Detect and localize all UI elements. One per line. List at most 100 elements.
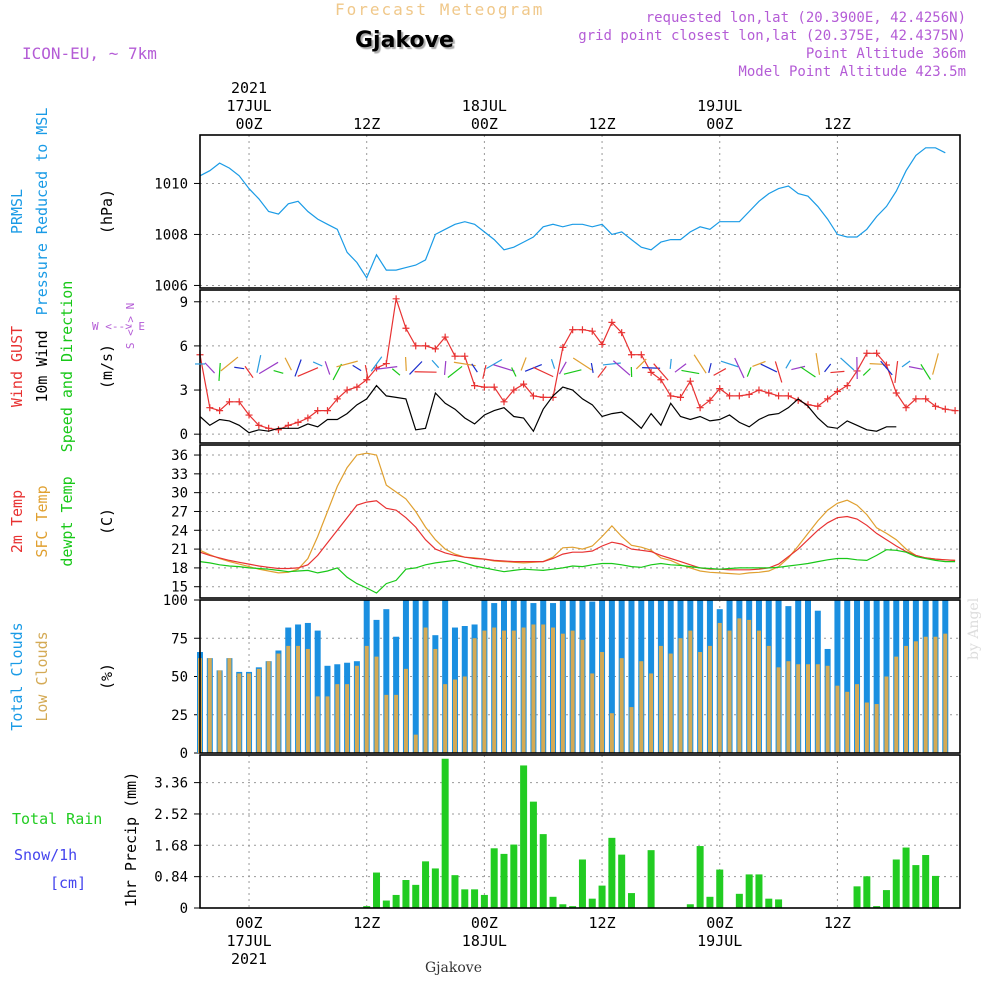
low-clouds-bar [482,630,487,753]
wind-arrow [244,365,254,379]
low-clouds-bar [354,665,359,753]
low-clouds-bar [766,645,771,753]
gust-marker [284,421,292,429]
bottom-time-label: 12Z [824,914,851,932]
precip-bar [686,904,694,908]
low-clouds-bar [403,668,408,753]
bottom-time-label: 00Z [235,914,262,932]
precip-bar [902,847,910,908]
top-time-label: 12Z [353,115,380,133]
wind-arrow [336,360,358,368]
wind-arrow [258,361,279,375]
precip-bar [647,850,655,908]
wind-arrow [746,367,752,377]
precip-bar [461,889,469,908]
wind-arrow [550,359,556,369]
model-label: ICON-EU, ~ 7km [22,44,157,63]
wind-arrow [511,367,517,377]
low-clouds-bar [600,652,605,753]
wind-arrow [669,358,672,370]
wind-arrow [294,359,302,377]
model-point-altitude: Model Point Altitude 423.5m [738,64,966,80]
low-clouds-bar [619,658,624,753]
axis-label-0: Wind GUST [8,326,26,407]
precipitation-panel [194,754,961,909]
clouds-panel [194,599,961,754]
top-time-label: 18JUL [462,97,507,115]
gust-marker [716,385,724,393]
wind-arrow [760,363,778,373]
gust-marker [569,326,577,334]
precip-bar [549,896,557,908]
bottom-time-label: 2021 [231,950,267,968]
precip-bar [480,894,488,908]
location-name: Gjakove [355,28,454,53]
wind-arrow [590,362,594,373]
y-tick-label: 33 [171,467,188,483]
wind-arrow [256,355,262,373]
gust-marker [441,333,449,341]
precip-bar [490,848,498,908]
low-clouds-bar [649,673,654,753]
gust-marker [520,380,528,388]
wind-arrow [409,361,423,375]
wind-arrow [533,366,554,378]
gust-marker [677,393,685,401]
footer-location: Gjakove [425,960,482,976]
gust-marker [304,414,312,422]
y-tick-label: 1.68 [154,838,188,854]
top-time-label: 12Z [824,115,851,133]
gust-marker [274,426,282,434]
gust-marker [686,377,694,385]
low-clouds-bar [904,645,909,753]
low-clouds-bar [286,645,291,753]
precip-bar [765,898,773,908]
top-time-label: 19JUL [697,97,742,115]
wind-arrow [713,368,727,376]
precip-bar [735,893,743,908]
total-clouds-bar [844,600,851,753]
low-clouds-bar [207,658,212,753]
low-clouds-bar [825,665,830,753]
low-clouds-bar [394,694,399,753]
precip-bar [618,854,626,908]
wind-arrow [653,363,669,381]
wind-arrow [273,370,284,374]
gust-marker [294,418,302,426]
gust-marker [627,351,635,359]
y-tick-label: 0.84 [154,870,188,886]
low-clouds-bar [433,648,438,753]
gust-marker [451,352,459,360]
wind-arrow [375,366,398,370]
gust-marker [618,329,626,337]
gust-marker [578,326,586,334]
axis-label-2: (hPa) [98,189,116,234]
gust-marker [461,352,469,360]
top-time-label: 00Z [471,115,498,133]
gust-marker [755,386,763,394]
precip-bar [392,894,400,908]
precip-bar [853,886,861,908]
wind-arrow [734,357,745,379]
precip-bar [922,855,930,908]
wind-arrow [800,366,816,378]
rain-legend-label: Total Rain [12,810,102,828]
low-clouds-bar [364,645,369,753]
low-clouds-bar [502,630,506,753]
wind-arrow [447,365,463,378]
wind-arrow [674,363,687,373]
wind-arrow [693,354,707,374]
y-tick-label: 36 [171,448,188,464]
gust-marker [363,376,371,384]
precip-bar [539,834,547,908]
gust-marker [726,392,734,400]
low-clouds-bar [864,702,869,753]
y-tick-label: 50 [171,670,188,686]
low-clouds-bar [541,624,546,753]
wind-arrow [558,361,567,375]
compass-sn: S <-> N [124,303,137,349]
snow-unit-label: [cm] [50,874,86,892]
wind-arrow [284,357,292,371]
low-clouds-bar [296,645,301,753]
axis-label-3: (m/s) [98,344,116,389]
